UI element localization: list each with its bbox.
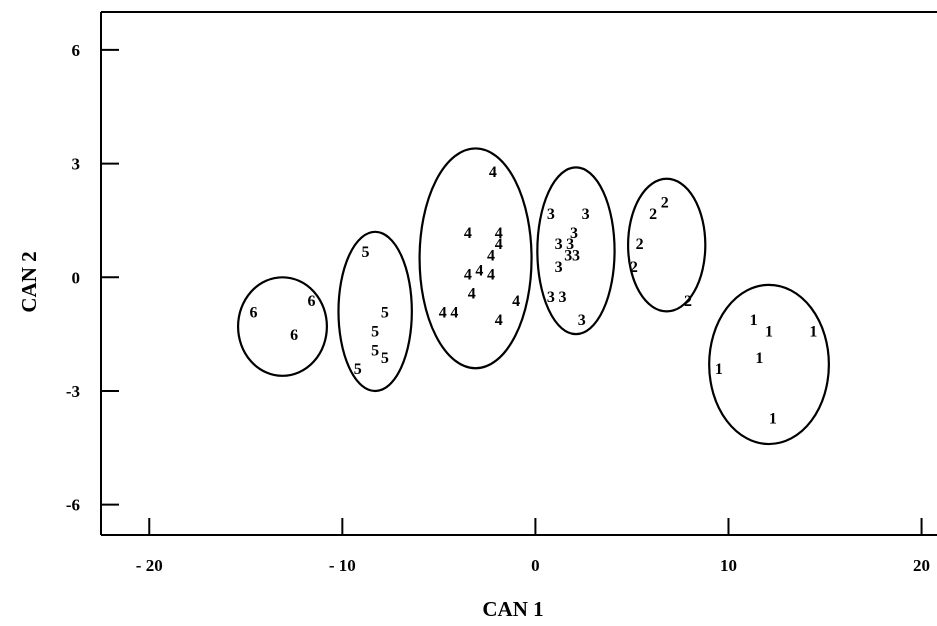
data-point-group-2: 2	[684, 293, 692, 310]
data-point-group-5: 5	[381, 304, 389, 321]
x-tick-label: 0	[531, 556, 540, 575]
data-point-group-2: 2	[636, 236, 644, 253]
data-point-group-3: 3	[564, 248, 572, 265]
data-point-group-6: 6	[250, 304, 258, 321]
data-point-group-1: 1	[809, 323, 817, 340]
y-tick-label: -3	[66, 382, 80, 401]
data-point-group-4: 4	[464, 225, 472, 242]
axes: - 20 - 10 0 10 20 -6 -3 0 3 6	[66, 41, 930, 575]
data-point-group-4: 4	[495, 225, 503, 242]
cluster-ellipse-group-6	[236, 276, 328, 377]
data-point-group-4: 4	[439, 304, 447, 321]
data-point-group-3: 3	[558, 289, 566, 306]
cluster-ellipse-group-1	[708, 283, 830, 446]
data-point-group-1: 1	[765, 323, 773, 340]
x-tick-label: - 10	[329, 556, 356, 575]
data-point-group-3: 3	[547, 206, 555, 223]
x-axis-label: CAN 1	[482, 597, 543, 621]
data-point-group-3: 3	[555, 236, 563, 253]
x-tick-label: - 20	[136, 556, 163, 575]
y-tick-label: 3	[72, 155, 81, 174]
cluster-ellipse-group-4	[418, 147, 533, 370]
data-point-group-3: 3	[566, 236, 574, 253]
data-point-group-3: 3	[582, 206, 590, 223]
data-point-group-6: 6	[290, 327, 298, 344]
data-point-group-5: 5	[362, 244, 370, 261]
data-point-group-3: 3	[570, 225, 578, 242]
data-point-group-5: 5	[381, 350, 389, 367]
cluster-ellipse-group-3	[536, 166, 616, 336]
data-point-group-5: 5	[371, 323, 379, 340]
data-point-group-2: 2	[661, 194, 669, 211]
y-tick-label: -6	[66, 496, 80, 515]
data-point-group-1: 1	[755, 350, 763, 367]
data-point-group-1: 1	[715, 361, 723, 378]
plot-frame	[100, 11, 937, 536]
x-tick-label: 10	[720, 556, 737, 575]
data-point-group-4: 4	[487, 267, 495, 284]
cluster-ellipse-group-2	[626, 177, 707, 313]
data-point-group-4: 4	[464, 267, 472, 284]
data-point-group-4: 4	[489, 164, 497, 181]
data-point-group-4: 4	[450, 304, 458, 321]
data-point-group-5: 5	[354, 361, 362, 378]
y-axis-label: CAN 2	[17, 251, 41, 312]
data-point-group-4: 4	[468, 285, 476, 302]
data-point-group-4: 4	[475, 263, 483, 280]
data-point-group-4: 4	[512, 293, 520, 310]
data-point-group-4: 4	[495, 312, 503, 329]
data-point-group-6: 6	[307, 293, 315, 310]
y-tick-label: 0	[72, 268, 81, 287]
data-point-group-3: 3	[578, 312, 586, 329]
data-point-group-2: 2	[649, 206, 657, 223]
data-point-group-5: 5	[371, 342, 379, 359]
cluster-ellipse-group-5	[337, 230, 413, 393]
data-point-group-1: 1	[769, 411, 777, 428]
x-tick-label: 20	[913, 556, 930, 575]
y-tick-label: 6	[72, 41, 81, 60]
data-point-group-3: 3	[547, 289, 555, 306]
data-point-group-4: 4	[487, 248, 495, 265]
data-point-group-3: 3	[572, 248, 580, 265]
data-point-group-4: 4	[495, 236, 503, 253]
data-point-group-3: 3	[555, 259, 563, 276]
data-point-group-1: 1	[750, 312, 758, 329]
data-point-group-2: 2	[630, 259, 638, 276]
cluster-ellipses	[236, 147, 830, 446]
